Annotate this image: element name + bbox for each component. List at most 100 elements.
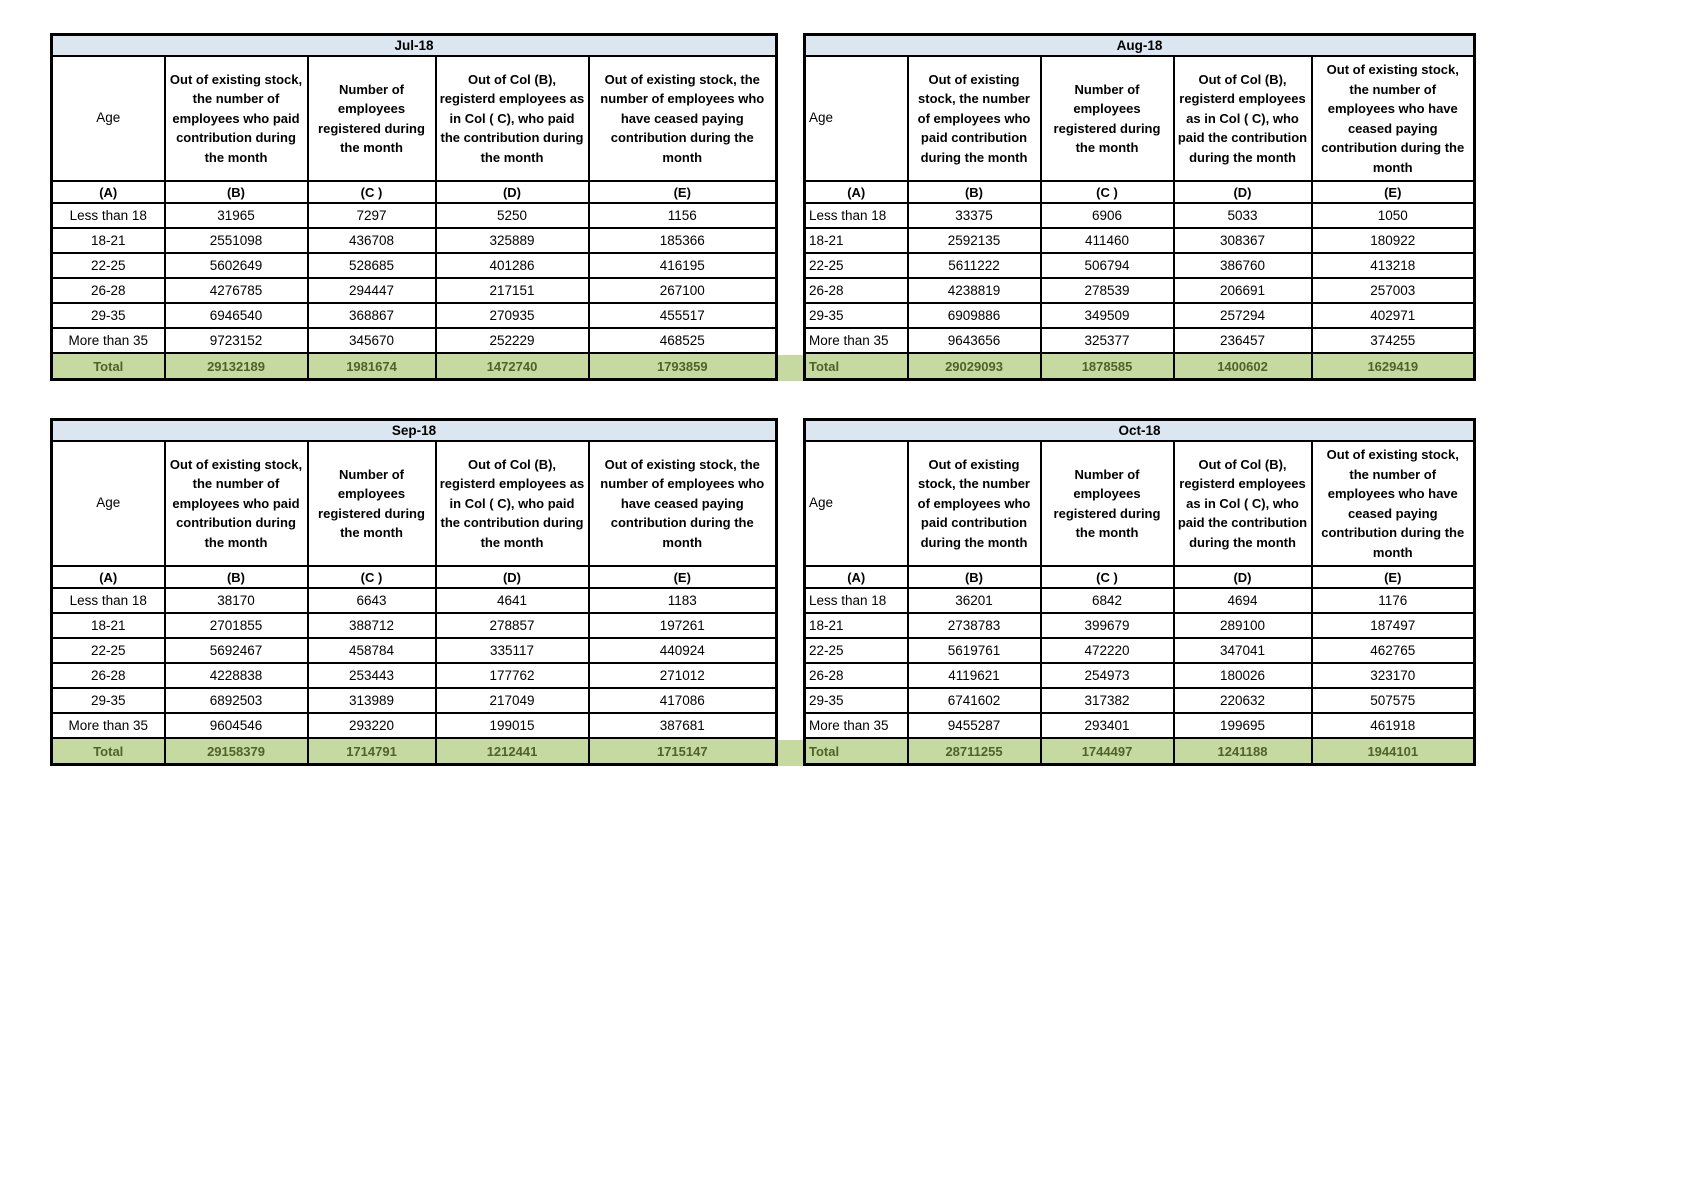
age-cell: Less than 18	[803, 587, 909, 614]
value-cell-c: 399679	[1039, 612, 1175, 639]
table-row: 26-28 4276785 294447 217151 267100	[50, 277, 778, 304]
age-cell: 22-25	[50, 252, 166, 279]
col-header-paid: Out of existing stock, the number of emp…	[163, 440, 309, 567]
table-row: 18-21 2701855 388712 278857 197261	[50, 612, 778, 639]
value-cell-c: 317382	[1039, 687, 1175, 714]
value-cell-c: 388712	[306, 612, 437, 639]
month-title-row: Aug-18	[803, 33, 1476, 57]
col-letter-a: (A)	[50, 565, 166, 589]
value-cell-e: 323170	[1310, 662, 1476, 689]
month-title-row: Oct-18	[803, 418, 1476, 442]
value-cell-e: 1183	[587, 587, 778, 614]
value-cell-e: 197261	[587, 612, 778, 639]
col-header-ceased: Out of existing stock, the number of emp…	[587, 440, 778, 567]
value-cell-e: 402971	[1310, 302, 1476, 329]
col-header-age: Age	[803, 440, 909, 567]
col-header-age: Age	[50, 55, 166, 182]
value-cell-c: 349509	[1039, 302, 1175, 329]
age-cell: 29-35	[50, 302, 166, 329]
value-cell-d: 217049	[434, 687, 590, 714]
total-c: 1714791	[306, 737, 437, 766]
age-cell: Less than 18	[50, 587, 166, 614]
age-cell: 29-35	[50, 687, 166, 714]
value-cell-d: 386760	[1172, 252, 1313, 279]
value-cell-b: 9723152	[163, 327, 309, 354]
value-cell-b: 9455287	[906, 712, 1042, 739]
value-cell-d: 180026	[1172, 662, 1313, 689]
value-cell-b: 4119621	[906, 662, 1042, 689]
value-cell-b: 33375	[906, 202, 1042, 229]
total-d: 1472740	[434, 352, 590, 381]
month-title: Aug-18	[803, 33, 1476, 57]
col-header-registered-paid: Out of Col (B), registerd employees as i…	[434, 440, 590, 567]
value-cell-b: 4238819	[906, 277, 1042, 304]
column-header-row: Age Out of existing stock, the number of…	[803, 440, 1476, 567]
total-e: 1629419	[1310, 352, 1476, 381]
col-letter-b: (B)	[163, 180, 309, 204]
table-row: More than 35 9643656 325377 236457 37425…	[803, 327, 1476, 354]
month-title: Sep-18	[50, 418, 778, 442]
table-row: Less than 18 36201 6842 4694 1176	[803, 587, 1476, 614]
value-cell-e: 455517	[587, 302, 778, 329]
table-row: 22-25 5602649 528685 401286 416195	[50, 252, 778, 279]
table-row: 18-21 2592135 411460 308367 180922	[803, 227, 1476, 254]
value-cell-e: 267100	[587, 277, 778, 304]
column-letters-row: (A) (B) (C ) (D) (E)	[50, 180, 778, 204]
value-cell-c: 368867	[306, 302, 437, 329]
total-label: Total	[803, 737, 909, 766]
col-letter-c: (C )	[306, 180, 437, 204]
value-cell-c: 293401	[1039, 712, 1175, 739]
column-letters-row: (A) (B) (C ) (D) (E)	[803, 565, 1476, 589]
value-cell-c: 278539	[1039, 277, 1175, 304]
total-row: Total 29029093 1878585 1400602 1629419	[803, 352, 1476, 381]
table-row: More than 35 9455287 293401 199695 46191…	[803, 712, 1476, 739]
total-b: 29132189	[163, 352, 309, 381]
col-header-ceased: Out of existing stock, the number of emp…	[1310, 440, 1476, 567]
value-cell-b: 4228838	[163, 662, 309, 689]
table-row: 18-21 2551098 436708 325889 185366	[50, 227, 778, 254]
value-cell-e: 461918	[1310, 712, 1476, 739]
table-pair-bottom: Sep-18 Age Out of existing stock, the nu…	[50, 418, 1476, 766]
value-cell-d: 236457	[1172, 327, 1313, 354]
col-header-registered: Number of employees registered during th…	[1039, 440, 1175, 567]
age-cell: 22-25	[50, 637, 166, 664]
value-cell-b: 38170	[163, 587, 309, 614]
total-d: 1241188	[1172, 737, 1313, 766]
col-letter-d: (D)	[1172, 565, 1313, 589]
value-cell-b: 6946540	[163, 302, 309, 329]
value-cell-e: 1050	[1310, 202, 1476, 229]
table-row: 26-28 4238819 278539 206691 257003	[803, 277, 1476, 304]
table-row: 29-35 6892503 313989 217049 417086	[50, 687, 778, 714]
value-cell-e: 257003	[1310, 277, 1476, 304]
table-body: Less than 18 38170 6643 4641 1183 18-21 …	[50, 587, 778, 739]
value-cell-b: 2592135	[906, 227, 1042, 254]
col-letter-a: (A)	[803, 180, 909, 204]
value-cell-b: 5611222	[906, 252, 1042, 279]
value-cell-e: 185366	[587, 227, 778, 254]
value-cell-d: 325889	[434, 227, 590, 254]
age-cell: 26-28	[803, 277, 909, 304]
gap-fill-strip	[778, 355, 803, 381]
month-title: Jul-18	[50, 33, 778, 57]
col-letter-b: (B)	[163, 565, 309, 589]
col-letter-e: (E)	[587, 565, 778, 589]
value-cell-d: 199015	[434, 712, 590, 739]
col-header-registered: Number of employees registered during th…	[306, 440, 437, 567]
value-cell-c: 7297	[306, 202, 437, 229]
col-letter-a: (A)	[50, 180, 166, 204]
month-table-jul-18: Jul-18 Age Out of existing stock, the nu…	[50, 33, 778, 381]
age-cell: Less than 18	[803, 202, 909, 229]
table-row: 26-28 4228838 253443 177762 271012	[50, 662, 778, 689]
value-cell-d: 270935	[434, 302, 590, 329]
table-row: 29-35 6909886 349509 257294 402971	[803, 302, 1476, 329]
col-header-paid: Out of existing stock, the number of emp…	[906, 55, 1042, 182]
col-letter-a: (A)	[803, 565, 909, 589]
col-letter-e: (E)	[1310, 180, 1476, 204]
value-cell-b: 9643656	[906, 327, 1042, 354]
value-cell-e: 387681	[587, 712, 778, 739]
age-cell: 18-21	[50, 612, 166, 639]
col-header-registered-paid: Out of Col (B), registerd employees as i…	[1172, 440, 1313, 567]
col-header-registered-paid: Out of Col (B), registerd employees as i…	[434, 55, 590, 182]
col-header-ceased: Out of existing stock, the number of emp…	[1310, 55, 1476, 182]
value-cell-d: 335117	[434, 637, 590, 664]
